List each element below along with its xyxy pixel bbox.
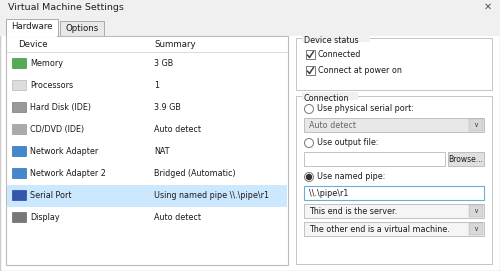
Bar	[469, 223, 483, 235]
Bar	[12, 102, 26, 112]
Bar	[0, 0, 500, 18]
Bar	[304, 186, 484, 200]
Bar	[302, 92, 358, 100]
Text: Memory: Memory	[30, 59, 63, 68]
Bar	[12, 58, 26, 68]
Text: Use named pipe:: Use named pipe:	[317, 172, 386, 181]
Bar	[306, 66, 315, 75]
Text: Virtual Machine Settings: Virtual Machine Settings	[8, 3, 124, 12]
Text: Connection: Connection	[304, 94, 350, 103]
Text: Use physical serial port:: Use physical serial port:	[317, 104, 414, 113]
Text: 1: 1	[154, 81, 159, 90]
Bar	[296, 38, 492, 90]
Bar	[12, 80, 26, 90]
Bar	[304, 152, 445, 166]
Text: Summary: Summary	[154, 40, 196, 49]
Bar	[6, 36, 288, 265]
Text: Display: Display	[30, 213, 60, 222]
Text: Auto detect: Auto detect	[154, 125, 201, 134]
Text: Auto detect: Auto detect	[154, 213, 201, 222]
Text: \\.\pipe\r1: \\.\pipe\r1	[309, 189, 348, 198]
Bar	[12, 146, 26, 156]
Text: Network Adapter 2: Network Adapter 2	[30, 169, 106, 178]
Text: Serial Port: Serial Port	[30, 191, 72, 200]
Bar	[6, 19, 58, 36]
Text: ✕: ✕	[484, 2, 492, 12]
Bar	[12, 190, 26, 200]
Text: Hardware: Hardware	[11, 22, 53, 31]
Bar	[302, 34, 370, 42]
Bar	[304, 222, 484, 236]
Text: 3 GB: 3 GB	[154, 59, 174, 68]
Bar	[469, 205, 483, 217]
Bar	[0, 18, 500, 36]
Bar	[304, 118, 484, 132]
Circle shape	[306, 175, 312, 179]
Text: Options: Options	[66, 24, 98, 33]
Bar	[306, 50, 315, 59]
Text: 3.9 GB: 3.9 GB	[154, 103, 181, 112]
Bar	[7, 35, 57, 37]
Bar	[469, 119, 483, 131]
Text: Auto detect: Auto detect	[309, 121, 356, 130]
Text: Hard Disk (IDE): Hard Disk (IDE)	[30, 103, 91, 112]
Text: Device: Device	[18, 40, 48, 49]
Bar	[12, 212, 26, 222]
Text: ∨: ∨	[474, 208, 478, 214]
Bar	[304, 204, 484, 218]
Bar	[7, 185, 287, 207]
Text: Connect at power on: Connect at power on	[318, 66, 402, 75]
Circle shape	[304, 138, 314, 147]
Bar	[296, 96, 492, 264]
Bar	[60, 21, 104, 36]
Circle shape	[304, 105, 314, 114]
Text: Network Adapter: Network Adapter	[30, 147, 98, 156]
Bar	[448, 152, 484, 166]
Text: This end is the server.: This end is the server.	[309, 207, 397, 216]
Bar	[12, 168, 26, 178]
Bar	[12, 124, 26, 134]
Text: Connected: Connected	[318, 50, 362, 59]
Text: Processors: Processors	[30, 81, 73, 90]
Text: NAT: NAT	[154, 147, 170, 156]
Text: Bridged (Automatic): Bridged (Automatic)	[154, 169, 236, 178]
Text: Browse...: Browse...	[448, 155, 484, 164]
Text: Device status: Device status	[304, 36, 358, 45]
Text: The other end is a virtual machine.: The other end is a virtual machine.	[309, 225, 450, 234]
Text: CD/DVD (IDE): CD/DVD (IDE)	[30, 125, 84, 134]
Text: Use output file:: Use output file:	[317, 138, 378, 147]
Text: Using named pipe \\.\pipe\r1: Using named pipe \\.\pipe\r1	[154, 191, 269, 200]
Text: ∨: ∨	[474, 122, 478, 128]
Text: ∨: ∨	[474, 226, 478, 232]
Circle shape	[304, 173, 314, 182]
